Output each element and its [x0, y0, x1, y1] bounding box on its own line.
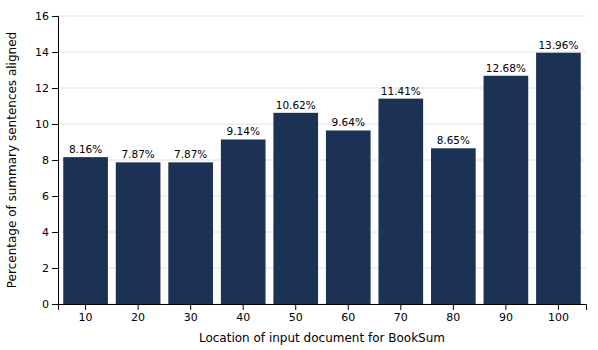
bar — [273, 113, 318, 304]
data-label: 7.87% — [174, 148, 207, 160]
tick-label: 100 — [548, 311, 569, 324]
bar — [431, 148, 476, 304]
tick-label: 90 — [499, 311, 513, 324]
bar — [326, 130, 371, 304]
data-label: 10.62% — [276, 99, 316, 111]
tick-mark — [52, 268, 58, 269]
x-axis: 10 20 30 40 50 60 70 80 90 100 — [59, 304, 587, 324]
tick-label: 16 — [35, 10, 49, 23]
tick-mark — [505, 304, 506, 310]
bar — [116, 162, 161, 304]
grid-line — [58, 52, 586, 53]
bar — [484, 76, 529, 304]
tick: 10 — [79, 304, 93, 324]
tick-mark — [295, 304, 296, 310]
tick: 80 — [446, 304, 460, 324]
bars — [63, 53, 580, 304]
tick-label: 60 — [341, 311, 355, 324]
axis-domain — [52, 17, 59, 305]
bar — [536, 53, 581, 304]
chart-svg: 8.16% 7.87% 7.87% 9.14% 10.62% 9.64% 11.41% 8.6… — [0, 0, 598, 350]
tick-label: 80 — [446, 311, 460, 324]
tick: 10 — [35, 118, 58, 131]
tick-mark — [85, 304, 86, 310]
axis-domain — [59, 305, 587, 311]
tick: 90 — [499, 304, 513, 324]
tick: 8 — [42, 154, 58, 167]
tick-label: 2 — [42, 262, 49, 275]
data-label: 12.68% — [486, 62, 526, 74]
tick-mark — [52, 196, 58, 197]
data-label: 8.65% — [437, 134, 470, 146]
tick-label: 4 — [42, 226, 49, 239]
tick-label: 10 — [79, 311, 93, 324]
tick-label: 6 — [42, 190, 49, 203]
tick-label: 8 — [42, 154, 49, 167]
tick: 100 — [548, 304, 569, 324]
tick-mark — [52, 232, 58, 233]
tick: 20 — [131, 304, 145, 324]
tick-label: 70 — [394, 311, 408, 324]
tick-label: 14 — [35, 46, 49, 59]
data-label: 8.16% — [69, 143, 102, 155]
bar — [63, 157, 108, 304]
tick: 6 — [42, 190, 58, 203]
tick: 60 — [341, 304, 355, 324]
tick-mark — [243, 304, 244, 310]
tick-label: 50 — [289, 311, 303, 324]
tick-label: 12 — [35, 82, 49, 95]
tick-mark — [558, 304, 559, 310]
tick-mark — [138, 304, 139, 310]
tick: 2 — [42, 262, 58, 275]
x-axis-title: Location of input document for BookSum — [199, 331, 445, 345]
tick: 70 — [394, 304, 408, 324]
data-label: 9.14% — [227, 125, 260, 137]
data-label: 9.64% — [332, 116, 365, 128]
grid — [58, 16, 586, 304]
tick-label: 20 — [131, 311, 145, 324]
tick: 12 — [35, 82, 58, 95]
tick: 0 — [42, 298, 58, 311]
y-axis-title: Percentage of summary sentences aligned — [5, 32, 19, 288]
grid-line — [58, 16, 586, 17]
tick: 4 — [42, 226, 58, 239]
tick-mark — [52, 160, 58, 161]
y-axis: 0 2 4 6 8 10 12 14 16 — [35, 10, 59, 311]
tick: 30 — [184, 304, 198, 324]
tick-mark — [52, 304, 58, 305]
tick-mark — [52, 88, 58, 89]
data-label: 7.87% — [121, 148, 154, 160]
data-labels: 8.16% 7.87% 7.87% 9.14% 10.62% 9.64% 11.41% 8.6… — [69, 39, 579, 161]
tick-mark — [453, 304, 454, 310]
tick-label: 30 — [184, 311, 198, 324]
tick: 14 — [35, 46, 58, 59]
plot-area: 8.16% 7.87% 7.87% 9.14% 10.62% 9.64% 11.41% 8.6… — [35, 10, 587, 324]
data-label: 11.41% — [381, 85, 421, 97]
tick-mark — [52, 124, 58, 125]
data-label: 13.96% — [538, 39, 578, 51]
tick: 50 — [289, 304, 303, 324]
bar — [221, 139, 266, 304]
tick-label: 0 — [42, 298, 49, 311]
tick-mark — [52, 52, 58, 53]
tick-mark — [52, 16, 58, 17]
tick-mark — [190, 304, 191, 310]
tick-mark — [348, 304, 349, 310]
tick-label: 40 — [236, 311, 250, 324]
bar — [378, 99, 423, 304]
bar — [168, 162, 213, 304]
tick-mark — [400, 304, 401, 310]
tick: 16 — [35, 10, 58, 23]
tick-label: 10 — [35, 118, 49, 131]
tick: 40 — [236, 304, 250, 324]
